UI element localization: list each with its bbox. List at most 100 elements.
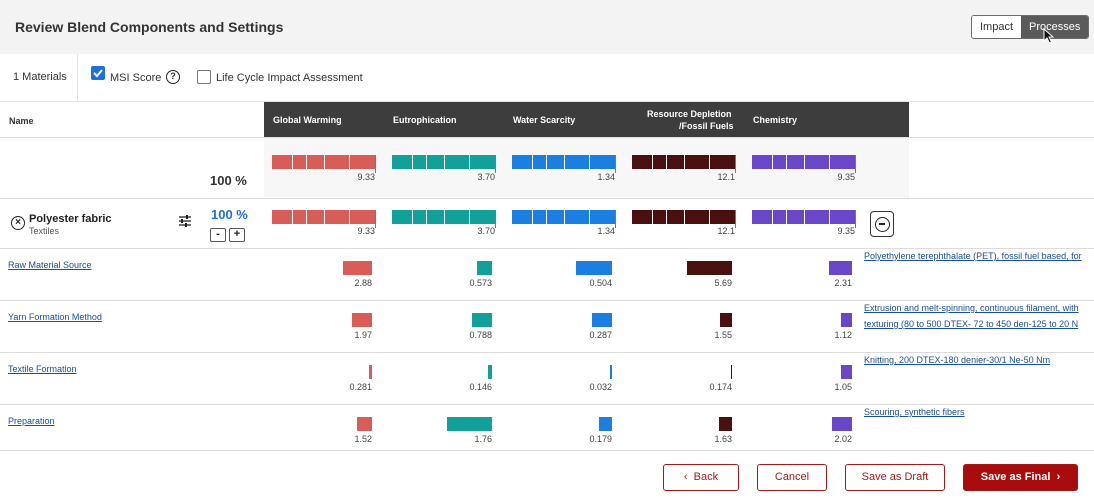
process-value-eutrophication: 1.76 <box>474 434 492 444</box>
checkmark-icon <box>93 69 103 78</box>
impact-value-eutrophication: 3.70 <box>477 172 495 182</box>
process-link[interactable]: Yarn Formation Method <box>8 312 102 322</box>
bar-segment-divider <box>412 155 413 169</box>
bar-segment-divider <box>306 155 307 169</box>
process-bar-water-scarcity <box>576 261 612 275</box>
process-bar-resource-depletion <box>687 261 732 275</box>
save-final-label: Save as Final <box>980 471 1051 483</box>
bar-end-marker <box>855 155 856 173</box>
toggle-processes-button[interactable]: Processes <box>1021 16 1089 38</box>
msi-score-checkbox[interactable] <box>91 66 105 80</box>
impact-bar-chemistry <box>752 210 856 228</box>
bar-end-marker <box>375 155 376 173</box>
bar-segment-divider <box>709 155 710 169</box>
back-button-label: Back <box>693 471 719 483</box>
process-description-line: Knitting, 200 DTEX-180 denier-30/1 Ne-50… <box>864 355 1051 365</box>
process-bar-resource-depletion <box>731 365 732 379</box>
collapse-material-button[interactable] <box>870 211 894 237</box>
process-value-global-warming: 0.281 <box>349 382 372 392</box>
process-value-resource-depletion: 0.174 <box>709 382 732 392</box>
total-percent: 100 % <box>210 173 247 188</box>
bar-end-marker <box>735 155 736 173</box>
process-link[interactable]: Preparation <box>8 416 55 426</box>
bar-segment-divider <box>324 155 325 169</box>
process-value-water-scarcity: 0.032 <box>589 382 612 392</box>
blend-table: Name Global Warming Eutrophication Water… <box>0 102 1094 450</box>
bar-segment-divider <box>546 210 547 224</box>
column-header-fossil-fuels: /Fossil Fuels <box>679 121 734 131</box>
percent-increase-button[interactable]: + <box>229 228 245 242</box>
name-column-header: Name <box>9 116 34 126</box>
impact-value-water-scarcity: 1.34 <box>597 172 615 182</box>
bar-segment-divider <box>426 210 427 224</box>
process-bar-global-warming <box>352 313 372 327</box>
process-value-chemistry: 2.02 <box>834 434 852 444</box>
process-bar-eutrophication <box>472 313 492 327</box>
process-value-global-warming: 1.97 <box>354 330 372 340</box>
bar-end-marker <box>735 210 736 228</box>
bar-end-marker <box>495 210 496 228</box>
bar-segment-divider <box>546 155 547 169</box>
header-divider <box>0 137 1094 138</box>
bar-segment-divider <box>306 210 307 224</box>
page-header: Review Blend Components and Settings Imp… <box>0 0 1094 54</box>
process-value-eutrophication: 0.146 <box>469 382 492 392</box>
impact-bar-global-warming <box>272 155 376 173</box>
bar-segment-divider <box>589 210 590 224</box>
process-bar-global-warming <box>343 261 372 275</box>
bar-segment-divider <box>772 155 773 169</box>
impact-bar-water-scarcity <box>512 155 616 173</box>
row-divider <box>0 352 1094 353</box>
lca-checkbox[interactable] <box>197 70 211 84</box>
bar-segment-divider <box>564 210 565 224</box>
material-name: Polyester fabric <box>29 213 112 225</box>
process-bar-chemistry <box>841 313 852 327</box>
bar-end-marker <box>855 210 856 228</box>
bar-segment-divider <box>772 210 773 224</box>
process-description-link[interactable]: Polyethylene terephthalate (PET), fossil… <box>864 250 1082 263</box>
bar-segment-divider <box>652 155 653 169</box>
materials-count: 1 Materials <box>0 54 78 102</box>
bar-end-marker <box>495 155 496 173</box>
process-bar-water-scarcity <box>610 365 612 379</box>
process-value-resource-depletion: 1.55 <box>714 330 732 340</box>
bar-segment-divider <box>532 155 533 169</box>
process-bar-eutrophication <box>447 417 492 431</box>
impact-bar-water-scarcity <box>512 210 616 228</box>
view-toggle: Impact Processes <box>971 15 1090 39</box>
save-final-button[interactable]: Save as Final › <box>963 464 1078 491</box>
process-value-water-scarcity: 0.504 <box>589 278 612 288</box>
process-value-water-scarcity: 0.179 <box>589 434 612 444</box>
process-bar-global-warming <box>369 365 372 379</box>
process-value-global-warming: 1.52 <box>354 434 372 444</box>
bar-segment-divider <box>652 210 653 224</box>
process-description-line: Scouring, synthetic fibers <box>864 407 965 417</box>
minus-circle-icon <box>875 217 890 232</box>
process-description-link[interactable]: Scouring, synthetic fibers <box>864 406 965 419</box>
toggle-impact-button[interactable]: Impact <box>972 16 1022 38</box>
cancel-button[interactable]: Cancel <box>757 464 827 491</box>
help-icon[interactable]: ? <box>166 70 180 84</box>
bar-segment-divider <box>804 210 805 224</box>
save-draft-button[interactable]: Save as Draft <box>845 464 945 491</box>
bar-segment-divider <box>684 155 685 169</box>
process-link[interactable]: Textile Formation <box>8 364 77 374</box>
process-description-link[interactable]: Extrusion and melt-spinning, continuous … <box>864 302 1079 331</box>
process-link[interactable]: Raw Material Source <box>8 260 92 270</box>
percent-decrease-button[interactable]: - <box>210 228 226 242</box>
process-value-chemistry: 1.12 <box>834 330 852 340</box>
process-description-link[interactable]: Knitting, 200 DTEX-180 denier-30/1 Ne-50… <box>864 354 1050 367</box>
settings-sliders-icon[interactable] <box>178 214 192 228</box>
bar-segment-divider <box>589 155 590 169</box>
msi-score-label: MSI Score <box>110 72 162 84</box>
remove-material-icon[interactable]: × <box>11 216 25 230</box>
process-bar-chemistry <box>841 365 852 379</box>
row-divider <box>0 300 1094 301</box>
back-button[interactable]: ‹ Back <box>663 464 739 491</box>
bar-segment-divider <box>804 155 805 169</box>
impact-value-chemistry: 9.35 <box>837 226 855 236</box>
process-bar-resource-depletion <box>720 313 732 327</box>
process-bar-eutrophication <box>488 365 492 379</box>
material-percent: 100 % <box>211 207 248 222</box>
